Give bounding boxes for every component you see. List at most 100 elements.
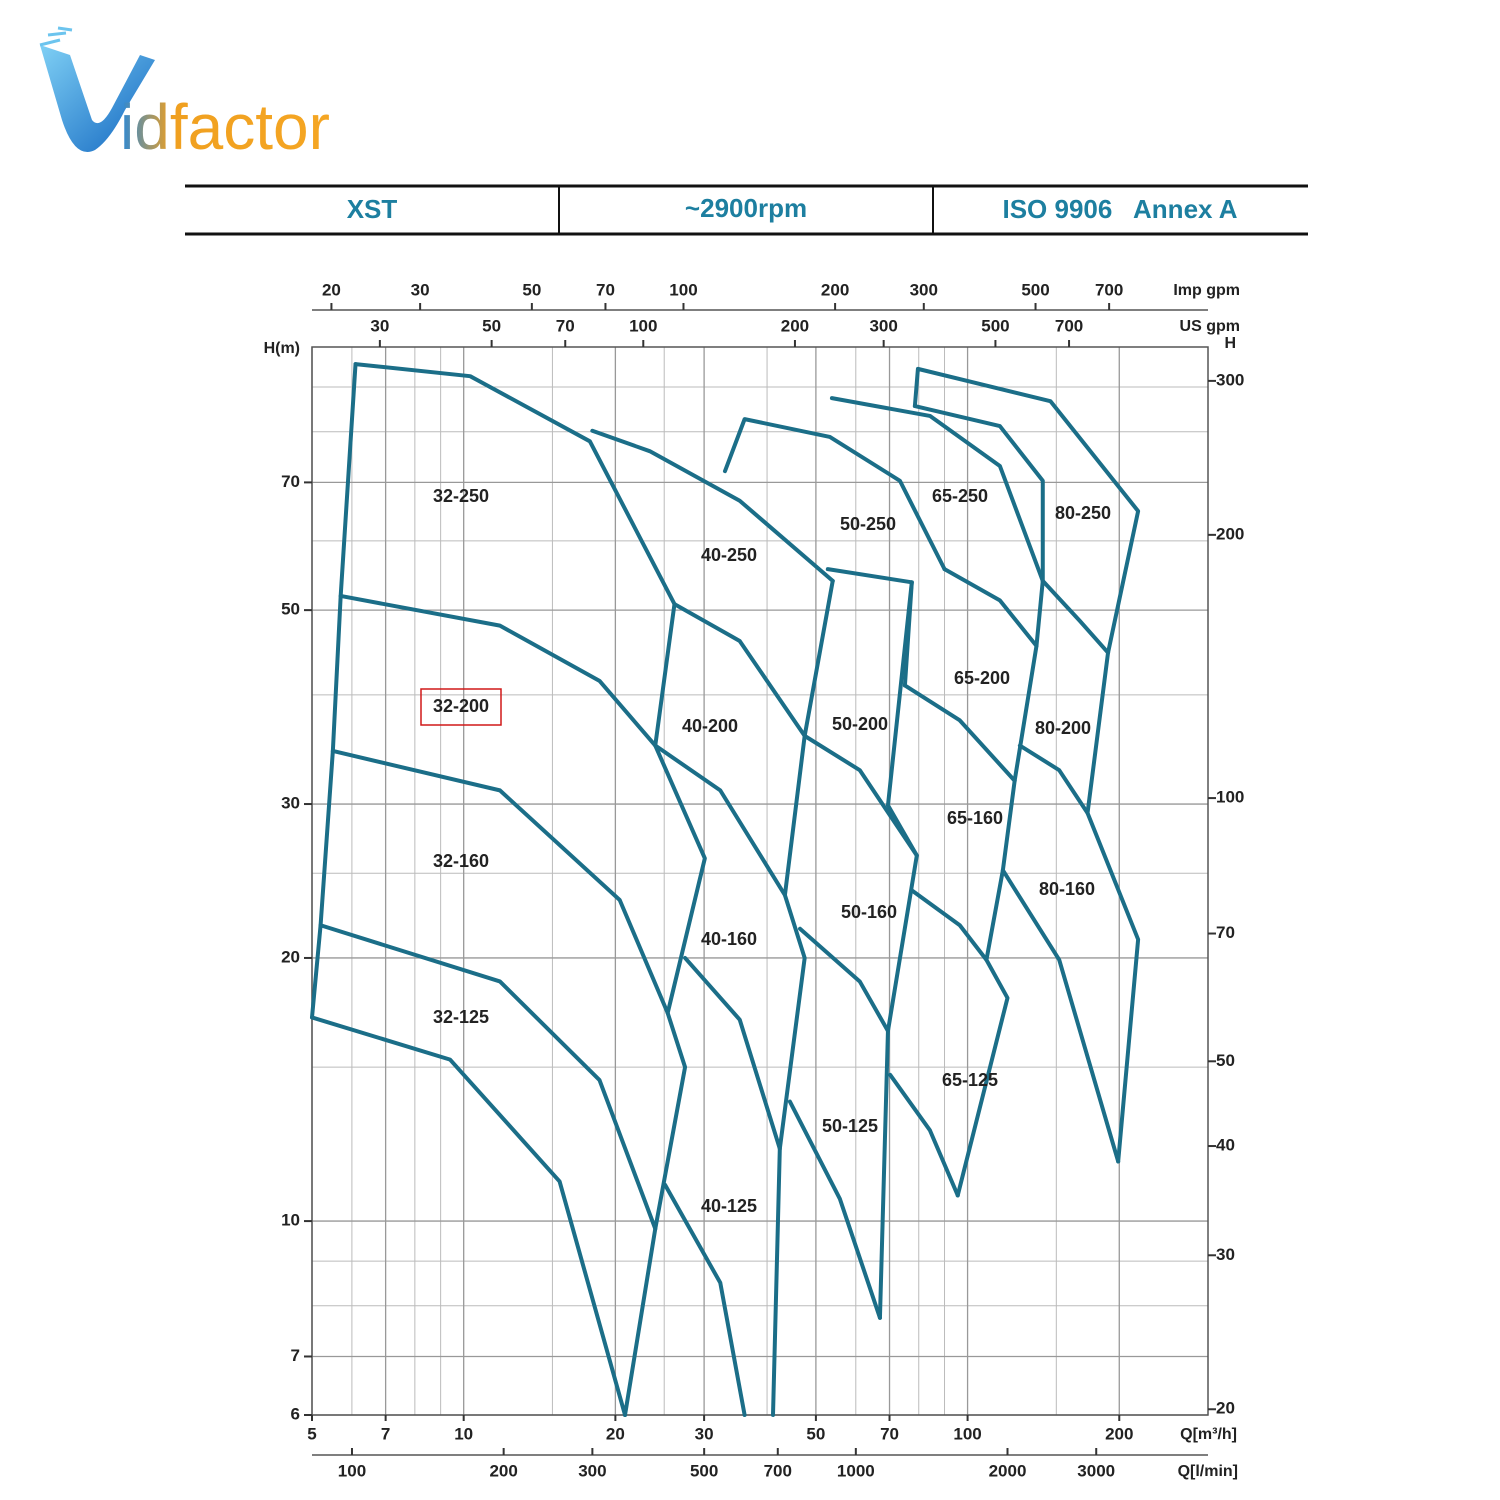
x3-tick-label: 50 [522, 280, 541, 299]
logo-text: idfactor [120, 91, 330, 163]
region-label: 40-160 [701, 929, 757, 949]
y-tick-label: 30 [281, 794, 300, 813]
pump-curve [877, 580, 919, 1320]
pump-curve [663, 1182, 747, 1417]
region-label: 40-200 [682, 716, 738, 736]
y2-axis-title: H [1224, 335, 1236, 352]
region-label: 50-125 [822, 1116, 878, 1136]
region-label: 80-200 [1035, 718, 1091, 738]
pump-curve [798, 926, 890, 1033]
x3-tick-label: 70 [596, 280, 615, 299]
x-tick-label: 50 [806, 1424, 825, 1443]
region-label: 32-250 [433, 486, 489, 506]
x4-tick-label: 200 [489, 1461, 517, 1480]
pump-curve [338, 593, 658, 748]
x2-axis-title: US gpm [1180, 318, 1240, 335]
y2-tick-label: 30 [1216, 1245, 1235, 1264]
x-tick-label: 20 [606, 1424, 625, 1443]
x4-axis-title: Q[l/min] [1178, 1463, 1238, 1480]
x4-tick-label: 700 [764, 1461, 792, 1480]
pump-curve [653, 743, 787, 898]
y-tick-label: 6 [291, 1404, 300, 1423]
y-tick-label: 10 [281, 1211, 300, 1230]
region-label: 32-125 [433, 1007, 489, 1027]
x3-tick-label: 20 [322, 280, 341, 299]
plot-frame [311, 346, 1209, 1416]
x3-tick-label: 500 [1021, 280, 1049, 299]
logo-feather [39, 26, 73, 47]
region-label: 65-160 [947, 808, 1003, 828]
pump-curve [1040, 578, 1111, 655]
y2-tick-label: 100 [1216, 788, 1244, 807]
y-tick-label: 20 [281, 947, 300, 966]
x3-tick-label: 300 [910, 280, 938, 299]
pump-curve [310, 1015, 628, 1417]
highlight-box [420, 688, 502, 726]
pump-curve [912, 366, 1141, 1164]
region-label: 65-200 [954, 668, 1010, 688]
x4-tick-label: 100 [338, 1461, 366, 1480]
region-label: 80-160 [1039, 879, 1095, 899]
region-label: 32-160 [433, 851, 489, 871]
pump-curve [942, 567, 1039, 648]
x2-tick-label: 70 [556, 316, 575, 335]
region-label: 40-125 [701, 1196, 757, 1216]
x2-tick-label: 700 [1055, 316, 1083, 335]
region-label: 50-160 [841, 902, 897, 922]
x-tick-label: 30 [695, 1424, 714, 1443]
region-label: 40-250 [701, 545, 757, 565]
pump-curve [353, 362, 677, 607]
y2-tick-label: 20 [1216, 1399, 1235, 1418]
x-tick-label: 7 [381, 1424, 390, 1443]
header-cell: ~2900rpm [685, 193, 807, 223]
region-label: 50-250 [840, 514, 896, 534]
pump-curve [829, 396, 1045, 583]
x3-tick-label: 200 [821, 280, 849, 299]
x-tick-label: 10 [454, 1424, 473, 1443]
pump-curve [310, 362, 358, 1020]
pump-curve [590, 428, 835, 583]
pump-curve [787, 1099, 882, 1320]
y2-tick-label: 70 [1216, 923, 1235, 942]
x-axis-title: Q[m³/h] [1180, 1426, 1237, 1443]
x3-tick-label: 30 [411, 280, 430, 299]
pump-curve [1017, 743, 1090, 816]
region-label: 80-250 [1055, 503, 1111, 523]
y2-tick-label: 50 [1216, 1051, 1235, 1070]
pump-curve [683, 955, 782, 1151]
x2-tick-label: 500 [981, 316, 1009, 335]
x2-tick-label: 100 [629, 316, 657, 335]
y-axis-title: H(m) [264, 340, 300, 357]
x4-tick-label: 3000 [1077, 1461, 1115, 1480]
pump-curve [909, 888, 989, 962]
region-label: 65-250 [932, 486, 988, 506]
x2-tick-label: 200 [781, 316, 809, 335]
y-tick-label: 7 [291, 1346, 300, 1365]
x-tick-label: 200 [1105, 1424, 1133, 1443]
x4-tick-label: 300 [578, 1461, 606, 1480]
pump-curve [912, 404, 1045, 583]
y-tick-label: 70 [281, 472, 300, 491]
pump-curve [888, 1072, 960, 1198]
y2-tick-label: 200 [1216, 524, 1244, 543]
pump-curve [330, 748, 670, 1016]
logo-mark [40, 45, 155, 152]
region-label: 50-200 [832, 714, 888, 734]
header-cell: XST [347, 194, 398, 224]
x3-tick-label: 700 [1095, 280, 1123, 299]
header: XST ~2900rpm ISO 9906 Annex A [185, 184, 1308, 236]
y-tick-label: 50 [281, 600, 300, 619]
logo: idfactor [39, 26, 330, 163]
x4-tick-label: 1000 [837, 1461, 875, 1480]
x4-tick-label: 2000 [989, 1461, 1027, 1480]
pump-curve [1000, 868, 1121, 1164]
y2-tick-label: 40 [1216, 1136, 1235, 1155]
x-tick-label: 5 [307, 1424, 316, 1443]
pump-curve [672, 602, 807, 738]
pump-curve [722, 417, 947, 572]
region-label: 32-200 [433, 696, 489, 716]
pump-curve [770, 578, 835, 1417]
x-tick-label: 70 [880, 1424, 899, 1443]
x4-tick-label: 500 [690, 1461, 718, 1480]
